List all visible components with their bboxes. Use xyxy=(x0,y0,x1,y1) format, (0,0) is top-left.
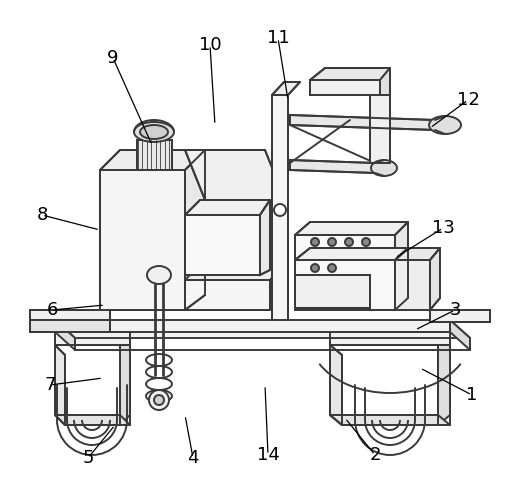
Polygon shape xyxy=(30,320,110,332)
Polygon shape xyxy=(185,150,285,200)
Ellipse shape xyxy=(273,204,286,216)
Text: 6: 6 xyxy=(46,301,58,319)
Text: 13: 13 xyxy=(431,219,454,237)
Polygon shape xyxy=(271,95,288,320)
Text: 12: 12 xyxy=(456,91,478,109)
Text: 1: 1 xyxy=(465,386,477,404)
Ellipse shape xyxy=(370,160,396,176)
Polygon shape xyxy=(290,115,434,130)
Ellipse shape xyxy=(134,122,174,142)
Polygon shape xyxy=(269,265,285,310)
Polygon shape xyxy=(294,235,394,310)
Polygon shape xyxy=(394,260,429,310)
Polygon shape xyxy=(329,332,449,345)
Text: 2: 2 xyxy=(369,446,380,464)
Polygon shape xyxy=(185,280,269,310)
Polygon shape xyxy=(55,345,65,425)
Polygon shape xyxy=(309,68,389,80)
Ellipse shape xyxy=(361,238,369,246)
Polygon shape xyxy=(449,320,469,350)
Ellipse shape xyxy=(327,238,335,246)
Polygon shape xyxy=(55,332,130,345)
Polygon shape xyxy=(185,150,205,310)
Polygon shape xyxy=(100,170,185,310)
Text: 8: 8 xyxy=(36,206,48,224)
Text: 4: 4 xyxy=(187,449,199,467)
Polygon shape xyxy=(329,415,449,425)
Text: 7: 7 xyxy=(44,376,55,394)
Ellipse shape xyxy=(344,238,352,246)
Ellipse shape xyxy=(310,238,318,246)
Ellipse shape xyxy=(140,125,167,139)
Polygon shape xyxy=(185,200,269,215)
Polygon shape xyxy=(437,345,449,425)
Polygon shape xyxy=(55,320,469,338)
Polygon shape xyxy=(185,265,285,280)
Text: 9: 9 xyxy=(107,49,119,67)
Polygon shape xyxy=(294,248,407,260)
Ellipse shape xyxy=(310,264,318,272)
Polygon shape xyxy=(379,68,389,95)
Polygon shape xyxy=(294,275,369,308)
Ellipse shape xyxy=(154,395,164,405)
Polygon shape xyxy=(369,95,389,163)
Text: 3: 3 xyxy=(448,301,460,319)
Polygon shape xyxy=(137,140,172,170)
Polygon shape xyxy=(55,320,75,350)
Polygon shape xyxy=(394,222,407,310)
Ellipse shape xyxy=(147,266,171,284)
Polygon shape xyxy=(185,200,285,280)
Polygon shape xyxy=(55,415,130,425)
Polygon shape xyxy=(429,248,439,310)
Polygon shape xyxy=(329,345,342,425)
Text: 5: 5 xyxy=(82,449,94,467)
Text: 11: 11 xyxy=(266,29,289,47)
Ellipse shape xyxy=(327,264,335,272)
Polygon shape xyxy=(260,200,269,275)
Polygon shape xyxy=(271,82,299,95)
Ellipse shape xyxy=(149,390,168,410)
Text: 10: 10 xyxy=(199,36,221,54)
Ellipse shape xyxy=(428,116,460,134)
Polygon shape xyxy=(309,80,379,95)
Polygon shape xyxy=(100,150,205,170)
Polygon shape xyxy=(30,310,110,320)
Text: 14: 14 xyxy=(256,446,279,464)
Polygon shape xyxy=(290,160,374,173)
Polygon shape xyxy=(185,215,260,275)
Polygon shape xyxy=(120,345,130,425)
Polygon shape xyxy=(429,310,489,322)
Polygon shape xyxy=(294,222,407,235)
Polygon shape xyxy=(394,248,439,260)
